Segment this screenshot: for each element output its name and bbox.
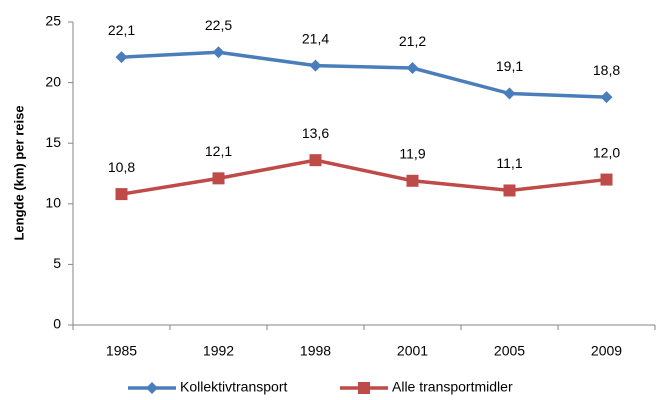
data-point bbox=[503, 87, 516, 100]
series-line bbox=[121, 158, 607, 196]
data-point bbox=[115, 51, 128, 64]
y-tick-label: 0 bbox=[53, 316, 61, 332]
data-point bbox=[115, 188, 128, 201]
x-tick-label: 1992 bbox=[203, 343, 234, 359]
data-label: 22,5 bbox=[205, 17, 232, 33]
data-point bbox=[212, 172, 225, 185]
y-axis-label: Lengde (km) per reise bbox=[11, 105, 26, 240]
legend-label: Alle transportmidler bbox=[392, 379, 513, 395]
data-label: 19,1 bbox=[496, 58, 523, 74]
data-label: 11,1 bbox=[496, 155, 522, 171]
data-label: 11,9 bbox=[399, 145, 425, 161]
y-tick-label: 10 bbox=[45, 195, 61, 211]
y-tick-label: 25 bbox=[45, 13, 61, 29]
data-label: 21,2 bbox=[399, 33, 426, 49]
x-tick-label: 1998 bbox=[300, 343, 331, 359]
x-tick-label: 2009 bbox=[591, 343, 622, 359]
series-line bbox=[121, 50, 607, 99]
data-point bbox=[600, 91, 613, 104]
data-point bbox=[600, 173, 613, 186]
x-tick-label: 1985 bbox=[106, 343, 137, 359]
data-label: 13,6 bbox=[302, 125, 329, 141]
legend-label: Kollektivtransport bbox=[180, 379, 287, 395]
y-tick-label: 15 bbox=[45, 134, 61, 150]
legend-marker bbox=[146, 382, 158, 394]
y-tick-label: 5 bbox=[53, 255, 61, 271]
data-point bbox=[406, 62, 419, 75]
x-tick-label: 2001 bbox=[397, 343, 428, 359]
x-tick-label: 2005 bbox=[494, 343, 525, 359]
data-point bbox=[309, 154, 322, 167]
data-label: 10,8 bbox=[108, 159, 135, 175]
y-tick-label: 20 bbox=[45, 73, 61, 89]
data-label: 21,4 bbox=[302, 30, 329, 46]
legend-marker bbox=[358, 382, 370, 394]
data-label: 22,1 bbox=[108, 22, 135, 38]
data-point bbox=[406, 174, 419, 187]
data-label: 12,1 bbox=[205, 143, 232, 159]
data-point bbox=[212, 46, 225, 59]
data-label: 12,0 bbox=[593, 144, 620, 160]
data-point bbox=[503, 184, 516, 197]
data-point bbox=[309, 59, 322, 72]
data-label: 18,8 bbox=[593, 62, 620, 78]
